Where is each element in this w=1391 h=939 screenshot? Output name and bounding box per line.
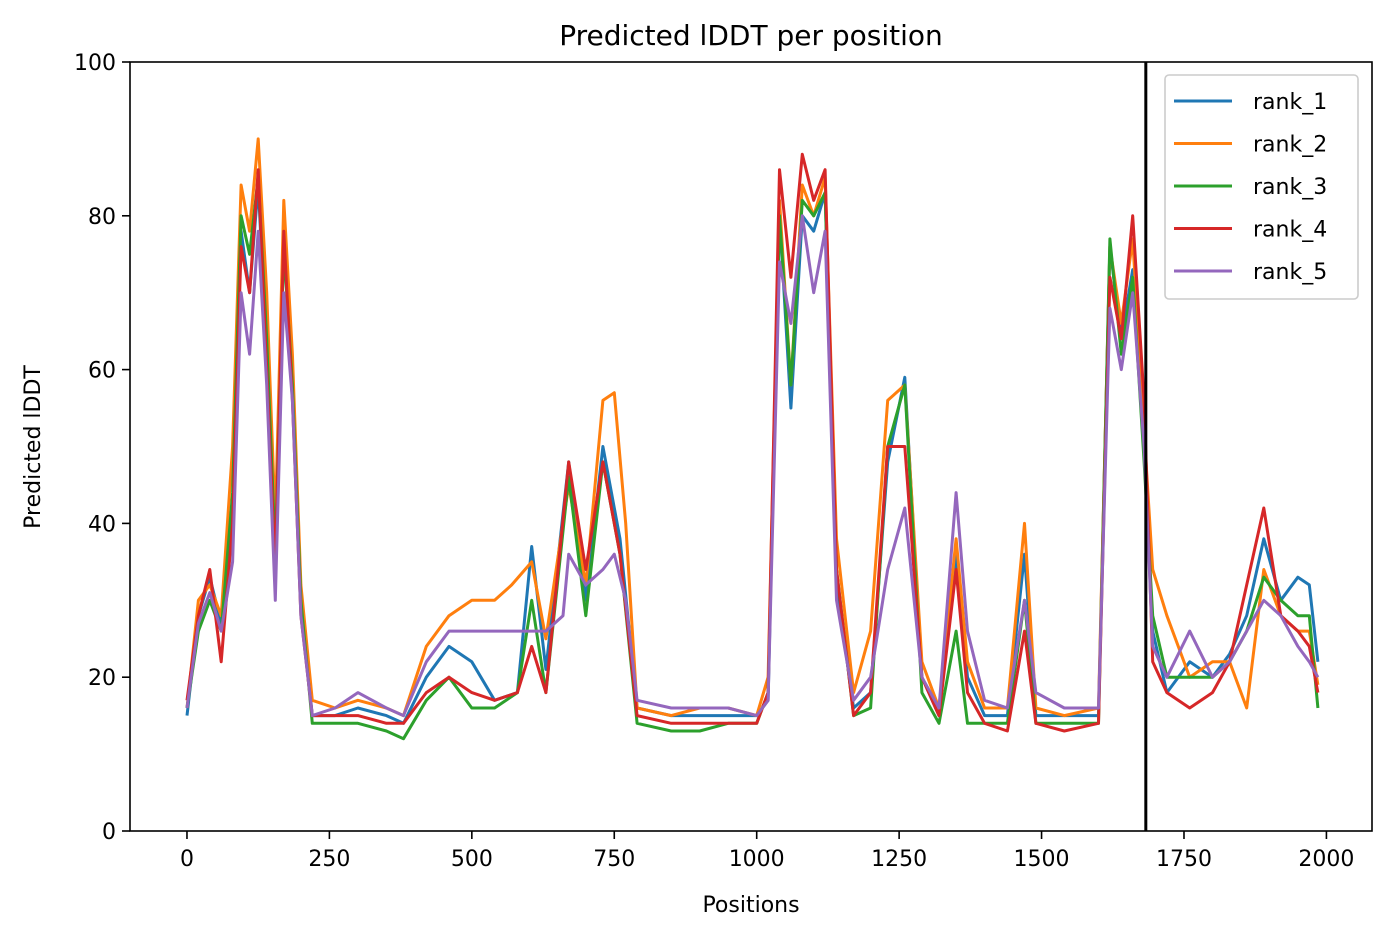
series-line-rank-5 (185, 214, 1320, 718)
y-axis-title: Predicted lDDT (21, 365, 46, 529)
x-tick-label: 1000 (729, 847, 785, 872)
y-axis-ticks: 0 20 40 60 80 100 (74, 51, 130, 845)
x-tick-label: 250 (308, 847, 350, 872)
x-tick-label: 1500 (1014, 847, 1070, 872)
legend-label-rank-1: rank_1 (1253, 90, 1327, 115)
y-tick-label: 20 (88, 666, 116, 691)
legend-label-rank-2: rank_2 (1253, 133, 1327, 158)
x-tick-label: 1250 (871, 847, 927, 872)
x-axis-ticks: 0 250 500 750 1000 1250 1500 1750 2000 (180, 831, 1354, 872)
x-tick-label: 2000 (1298, 847, 1354, 872)
x-tick-label: 0 (180, 847, 194, 872)
y-tick-label: 40 (88, 512, 116, 537)
legend-label-rank-5: rank_5 (1253, 260, 1327, 285)
series-layer (185, 137, 1320, 741)
legend-label-rank-4: rank_4 (1253, 218, 1327, 243)
legend-box (1164, 74, 1359, 300)
x-tick-label: 500 (451, 847, 493, 872)
x-tick-label: 750 (593, 847, 635, 872)
legend: rank_1 rank_2 rank_3 rank_4 rank_5 (1164, 74, 1359, 300)
y-tick-label: 80 (88, 205, 116, 230)
legend-entries: rank_1 rank_2 rank_3 rank_4 rank_5 (1174, 90, 1327, 285)
legend-label-rank-3: rank_3 (1253, 175, 1327, 200)
y-tick-label: 0 (102, 820, 116, 845)
x-axis-title: Positions (702, 893, 799, 918)
plot-frame (129, 61, 1373, 832)
y-tick-label: 60 (88, 359, 116, 384)
y-tick-label: 100 (74, 51, 116, 76)
chart-title: Predicted lDDT per position (559, 19, 943, 52)
x-tick-label: 1750 (1156, 847, 1212, 872)
